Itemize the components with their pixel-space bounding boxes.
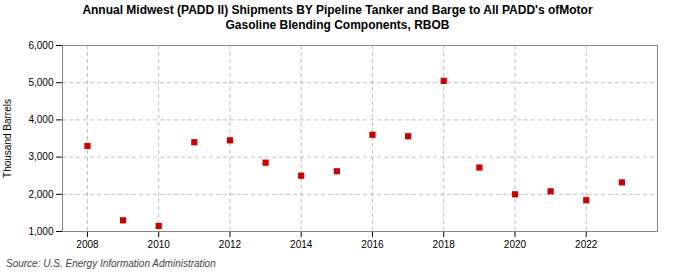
svg-text:4,000: 4,000 — [28, 114, 53, 125]
html-text:Source: U.S. Energy Informatio: Source: U.S. Energy Information Administ… — [6, 258, 216, 269]
svg-text:2012: 2012 — [219, 239, 242, 250]
svg-text:3,000: 3,000 — [28, 151, 53, 162]
svg-text:1,000: 1,000 — [28, 226, 53, 237]
html-text:Annual Midwest (PADD II) Shipm: Annual Midwest (PADD II) Shipments BY Pi… — [82, 3, 593, 32]
svg-text:2008: 2008 — [76, 239, 99, 250]
svg-text:2,000: 2,000 — [28, 189, 53, 200]
svg-text:2020: 2020 — [504, 239, 527, 250]
svg-text:2018: 2018 — [433, 239, 456, 250]
svg-text:6,000: 6,000 — [28, 40, 53, 51]
svg-text:Thousand Barrels: Thousand Barrels — [2, 99, 13, 178]
svg-text:2010: 2010 — [148, 239, 171, 250]
svg-text:2016: 2016 — [361, 239, 384, 250]
svg-text:2014: 2014 — [290, 239, 313, 250]
svg-text:5,000: 5,000 — [28, 77, 53, 88]
svg-text:2022: 2022 — [575, 239, 598, 250]
